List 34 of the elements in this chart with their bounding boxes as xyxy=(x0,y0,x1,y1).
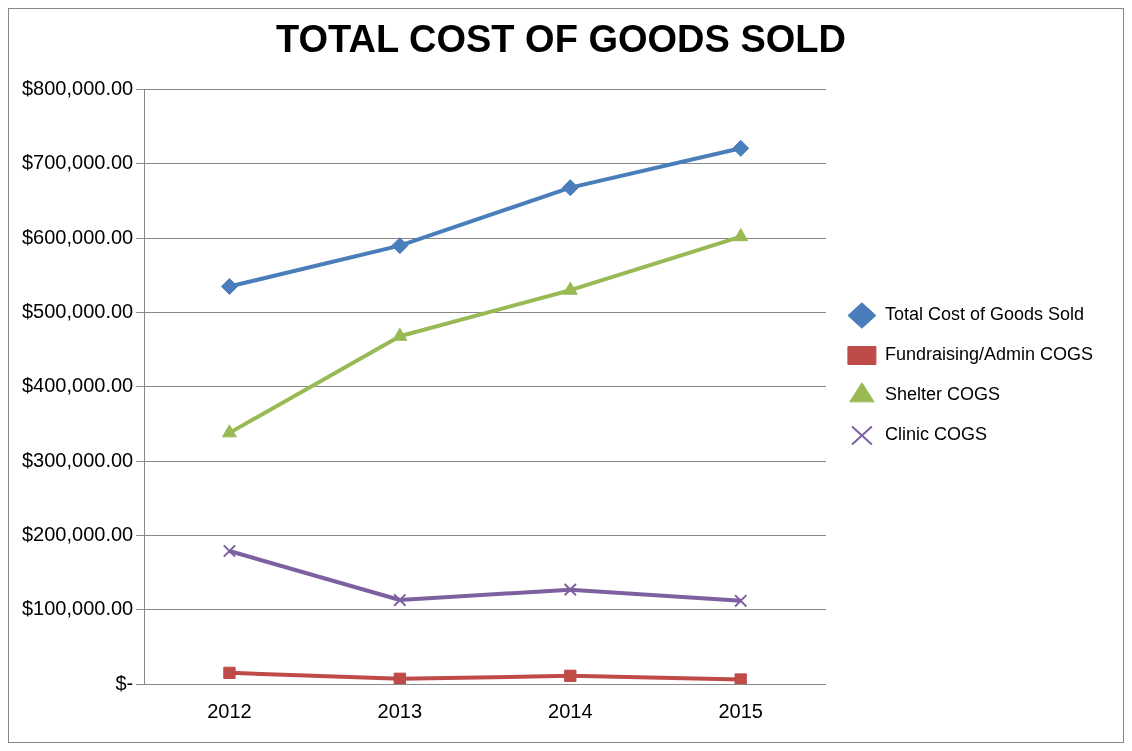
legend-label: Clinic COGS xyxy=(884,424,987,445)
point xyxy=(734,594,748,608)
x-tick-label: 2012 xyxy=(207,699,252,722)
y-tick-label: $200,000.00 xyxy=(21,522,134,545)
y-tick-label: $400,000.00 xyxy=(21,374,134,397)
point xyxy=(561,179,579,197)
y-tick-label: $100,000.00 xyxy=(21,597,134,620)
legend-label: Shelter COGS xyxy=(884,384,1000,405)
point xyxy=(393,593,407,607)
y-tick-label: $500,000.00 xyxy=(21,300,134,323)
point xyxy=(223,666,236,680)
point xyxy=(222,424,237,438)
point xyxy=(564,669,577,682)
point xyxy=(391,237,409,255)
legend-label: Fundraising/Admin COGS xyxy=(884,344,1094,365)
point xyxy=(732,139,750,157)
point xyxy=(563,582,577,597)
legend-label: Total Cost of Goods Sold xyxy=(884,304,1085,325)
x-tick-label: 2013 xyxy=(377,699,423,722)
point xyxy=(562,281,578,295)
x-tick-label: 2015 xyxy=(718,699,763,722)
point xyxy=(392,327,408,341)
point xyxy=(734,673,747,684)
point xyxy=(733,228,749,242)
point xyxy=(220,278,238,295)
x-tick-label: 2014 xyxy=(548,699,593,722)
chart-title: TOTAL COST OF GOODS SOLD xyxy=(275,18,847,61)
y-tick-label: $800,000.00 xyxy=(21,77,134,100)
point xyxy=(393,672,407,684)
point xyxy=(222,544,237,558)
y-tick-label: $600,000.00 xyxy=(21,225,134,248)
y-tick-label: $300,000.00 xyxy=(21,448,134,471)
y-tick-label: $700,000.00 xyxy=(21,151,134,174)
y-tick-label: $- xyxy=(115,671,134,694)
